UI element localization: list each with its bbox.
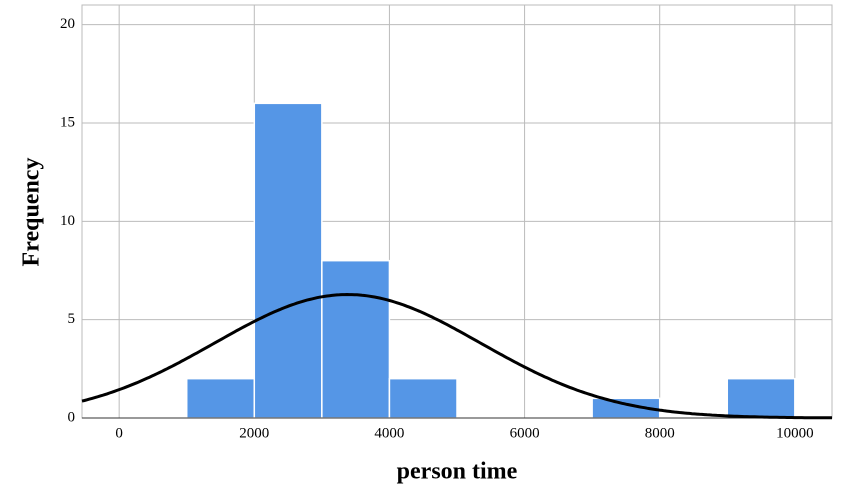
y-tick-label: 5	[68, 311, 76, 327]
y-tick-label: 15	[60, 114, 75, 130]
x-tick-label: 8000	[645, 425, 675, 441]
x-tick-label: 10000	[776, 425, 814, 441]
x-tick-label: 4000	[374, 425, 404, 441]
x-axis-label: person time	[397, 459, 518, 485]
bar	[321, 259, 391, 419]
x-tick-label: 6000	[510, 425, 540, 441]
bar	[726, 377, 796, 419]
x-tick-label: 2000	[239, 425, 269, 441]
y-tick-label: 0	[68, 409, 76, 425]
y-tick-label: 20	[60, 16, 75, 32]
y-tick-label: 10	[60, 213, 75, 229]
normal-curve	[81, 292, 832, 420]
bar	[253, 102, 323, 419]
plot-frame	[81, 4, 833, 419]
bar	[185, 377, 256, 419]
bar	[388, 377, 458, 419]
y-axis-label: Frequency	[19, 158, 45, 267]
x-tick-label: 0	[115, 425, 123, 441]
